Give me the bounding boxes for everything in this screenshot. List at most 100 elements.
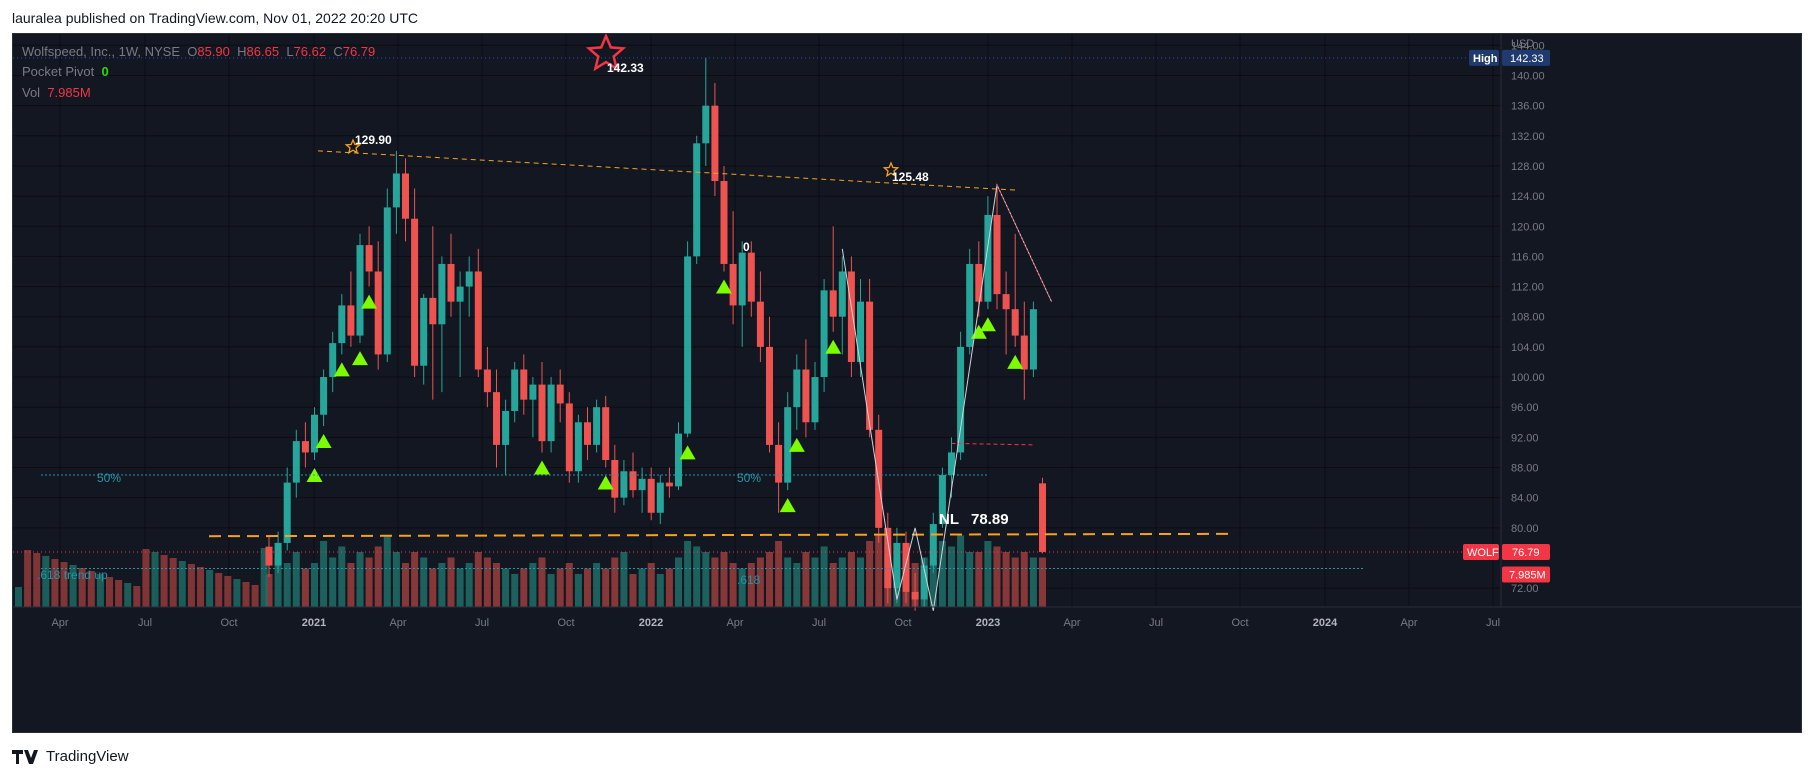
footer-brand[interactable]: TradingView — [12, 748, 129, 765]
volume-bar — [474, 552, 482, 607]
volume-bar — [78, 568, 86, 607]
chart-background — [13, 34, 1801, 732]
volume-bar — [465, 563, 473, 607]
volume-bar — [274, 557, 282, 607]
high-badge: High 142.33 — [1469, 49, 1550, 66]
candle-body — [520, 369, 528, 400]
volume-bars — [15, 535, 1046, 607]
open-label: O — [187, 44, 198, 59]
volume-bar — [957, 535, 965, 607]
candle-body — [338, 305, 346, 344]
volume-bar — [51, 559, 59, 607]
candle-body — [383, 207, 391, 355]
pivot-marker — [597, 475, 614, 490]
fib-618-right-label: .618 — [737, 573, 761, 587]
candle-body — [1029, 309, 1037, 370]
candle-body — [784, 407, 792, 483]
candle-body — [1002, 294, 1010, 310]
high-badge-label: High — [1473, 53, 1498, 65]
low-label: L — [286, 44, 294, 59]
volume-bar — [429, 568, 437, 607]
fib-618-left-label: .618 trend up — [37, 568, 108, 582]
high-value: 86.65 — [246, 44, 280, 59]
pivot-marker — [1007, 354, 1024, 369]
volume-bar — [529, 563, 537, 607]
last-price-badge: WOLF 76.79 7.985M — [1463, 544, 1550, 583]
volume-bar — [793, 563, 801, 607]
candle-body — [684, 256, 692, 434]
volume-bar — [948, 546, 955, 607]
y-tick-label: 108.00 — [1511, 312, 1545, 324]
volume-bar — [215, 573, 223, 607]
currency-label: USD — [1511, 38, 1534, 50]
y-tick-label: 72.00 — [1511, 583, 1539, 595]
volume-legend: Vol 7.985M — [22, 85, 91, 100]
last-volume-label: 7.985M — [1509, 570, 1546, 582]
volume-bar — [206, 570, 214, 607]
volume-bar — [738, 568, 746, 607]
indicator-value: 0 — [101, 64, 109, 79]
volume-bar — [365, 557, 373, 607]
volume-bar — [1020, 552, 1028, 607]
candle-body — [665, 482, 673, 487]
volume-bar — [1029, 557, 1037, 607]
candle-body — [392, 173, 400, 208]
x-tick-label: Jul — [138, 617, 152, 629]
candle-body — [857, 301, 864, 362]
candle-body — [738, 252, 746, 306]
x-tick-label: Jul — [812, 617, 826, 629]
indicator-name: Pocket Pivot — [22, 64, 95, 79]
pivot-marker — [788, 437, 805, 452]
volume-bar — [169, 558, 177, 607]
x-tick-label: 2024 — [1313, 617, 1338, 629]
volume-bar — [1002, 552, 1010, 607]
candle-body — [802, 369, 810, 423]
candle-body — [365, 245, 373, 272]
candle-body — [447, 263, 455, 302]
volume-bar — [984, 541, 992, 607]
x-tick-label: Jul — [1486, 617, 1500, 629]
volume-bar — [747, 563, 755, 607]
publisher-header: lauralea published on TradingView.com, N… — [12, 10, 418, 26]
volume-bar — [374, 546, 382, 607]
price-chart[interactable]: 142.33 129.90 125.48 0 50% 50% .618 trend up .6… — [13, 34, 1801, 732]
volume-bar — [656, 574, 664, 607]
candle-body — [884, 527, 892, 589]
candle-body — [311, 414, 318, 453]
volume-bar — [106, 577, 113, 607]
x-tick-label: Oct — [1231, 617, 1248, 629]
candle-body — [374, 271, 382, 355]
candle-body — [711, 105, 719, 182]
y-tick-label: 124.00 — [1511, 191, 1545, 203]
volume-bar — [538, 557, 546, 607]
pivot-marker — [779, 498, 796, 513]
volume-value: 7.985M — [47, 85, 91, 100]
right-peak-star-icon — [882, 161, 900, 178]
y-tick-label: 100.00 — [1511, 372, 1545, 384]
volume-bar — [547, 574, 555, 607]
volume-bar — [438, 563, 446, 607]
volume-label: Vol — [22, 85, 41, 100]
chart-pane[interactable]: 142.33 129.90 125.48 0 50% 50% .618 trend up .6… — [12, 33, 1802, 733]
x-tick-label: Oct — [557, 617, 574, 629]
volume-bar — [838, 557, 846, 607]
pivot-marker — [979, 317, 996, 332]
peak-star-icon — [585, 34, 627, 72]
peak-right-label: 125.48 — [892, 170, 929, 184]
y-tick-label: 140.00 — [1511, 70, 1545, 82]
volume-bar — [638, 568, 646, 607]
volume-bar — [60, 562, 68, 607]
open-value: 85.90 — [197, 44, 230, 59]
candle-body — [456, 286, 464, 302]
volume-bar — [756, 557, 764, 607]
high-value-label: 142.33 — [1510, 53, 1544, 65]
candle-body — [938, 475, 946, 525]
candle-body — [911, 591, 919, 600]
volume-bar — [565, 563, 573, 607]
volume-bar — [975, 552, 983, 607]
candle-body — [702, 105, 710, 144]
volume-bar — [875, 535, 883, 607]
candle-body — [283, 482, 291, 543]
left-peak-star-icon — [344, 138, 362, 155]
volume-bar — [151, 552, 159, 607]
